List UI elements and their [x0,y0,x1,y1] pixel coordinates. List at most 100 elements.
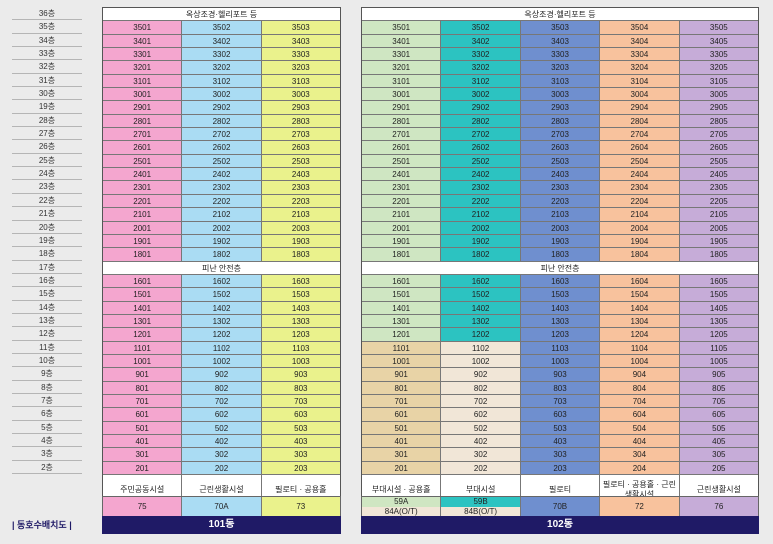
unit-cell: 2804 [600,114,680,129]
unit-cell: 301 [362,448,442,462]
unit-cell: 3302 [182,48,262,62]
unit-cell: 503 [520,421,601,435]
unit-cell: 3504 [600,21,680,35]
unit-cell: 2001 [362,221,442,235]
unit-cell: 2005 [679,221,759,235]
unit-cell: 1201 [103,328,183,342]
unit-cell: 1802 [441,248,521,262]
unit-cell: 1905 [679,234,759,249]
unit-cell: 1005 [679,354,759,369]
unit-cell: 3102 [441,74,521,89]
unit-cell: 2702 [182,128,262,142]
floor-label: 10층 [12,354,82,368]
unit-cell: 1502 [441,288,521,302]
unit-cell: 3303 [520,48,601,62]
unit-cell: 1801 [103,248,183,262]
unit-cell: 205 [679,461,759,476]
unit-cell: 1303 [261,314,340,329]
unit-cell: 2201 [103,194,183,209]
unit-cell: 3101 [362,74,442,89]
unit-cell: 2102 [182,208,262,222]
unit-cell: 3402 [441,34,521,49]
floor-label: 36층 [12,7,82,21]
unit-cell: 403 [261,435,340,449]
floor-label: 35층 [12,20,82,34]
unit-cell: 1002 [441,354,521,369]
unit-cell: 1402 [182,301,262,315]
unit-cell: 3501 [103,21,183,35]
unit-cell: 601 [362,408,442,422]
unit-cell: 704 [600,394,680,409]
unit-cell: 2602 [441,141,521,155]
unit-cell: 902 [182,368,262,382]
floor-label: 4층 [12,434,82,448]
unit-cell: 3103 [261,74,340,89]
unit-cell: 405 [679,435,759,449]
unit-cell: 2501 [103,154,183,169]
unit-cell: 1102 [441,341,521,355]
unit-cell: 2803 [261,114,340,129]
unit-cell: 2001 [103,221,183,235]
unit-cell: 3502 [441,21,521,35]
unit-cell: 3203 [520,61,601,75]
building-102-unit-types: 59A 84A(O/T) 59B 84B(O/T) 70B 72 76 [361,496,759,517]
unit-cell: 2602 [182,141,262,155]
unit-cell: 2604 [600,141,680,155]
unit-cell: 302 [441,448,521,462]
floor-label: 18층 [12,247,82,261]
unit-type-cell: 75 [103,497,183,516]
unit-cell: 3005 [679,88,759,102]
unit-cell: 2003 [261,221,340,235]
unit-cell: 2702 [441,128,521,142]
unit-cell: 2204 [600,194,680,209]
unit-cell: 1202 [441,328,521,342]
unit-cell: 2303 [261,181,340,195]
unit-cell: 602 [441,408,521,422]
unit-cell: 1001 [103,354,183,369]
unit-cell: 2705 [679,128,759,142]
unit-cell: 201 [362,461,442,476]
unit-cell: 2601 [362,141,442,155]
unit-cell: 2004 [600,221,680,235]
unit-type-upper: 59B [441,497,520,507]
unit-cell: 3205 [679,61,759,75]
building-102-label: 102동 [361,516,759,534]
unit-cell: 401 [103,435,183,449]
unit-cell: 603 [261,408,340,422]
unit-cell: 305 [679,448,759,462]
unit-cell: 1003 [520,354,601,369]
unit-cell: 301 [103,448,183,462]
unit-type-cell: 59B 84B(O/T) [441,497,521,517]
unit-cell: 2704 [600,128,680,142]
unit-cell: 1103 [520,341,601,355]
unit-cell: 3203 [261,61,340,75]
unit-cell: 1401 [362,301,442,315]
unit-cell: 1603 [520,274,601,289]
unit-cell: 1101 [103,341,183,355]
unit-cell: 2003 [520,221,601,235]
unit-cell: 201 [103,461,183,476]
floor-label: 34층 [12,34,82,48]
floor-label: 7층 [12,394,82,408]
unit-cell: 602 [182,408,262,422]
unit-cell: 502 [441,421,521,435]
floor-label: 17층 [12,261,82,274]
unit-cell: 2105 [679,208,759,222]
floor-label: 31층 [12,74,82,88]
unit-cell: 1302 [182,314,262,329]
unit-cell: 3104 [600,74,680,89]
unit-cell: 1602 [182,274,262,289]
unit-cell: 1503 [520,288,601,302]
unit-cell: 2101 [362,208,442,222]
unit-cell: 1502 [182,288,262,302]
unit-cell: 2203 [520,194,601,209]
unit-cell: 505 [679,421,759,435]
unit-cell: 1003 [261,354,340,369]
unit-cell: 3403 [261,34,340,49]
unit-cell: 3301 [362,48,442,62]
floor-label: 14층 [12,301,82,314]
floor-label: 20층 [12,221,82,234]
floor-label: 15층 [12,287,82,301]
unit-cell: 303 [261,448,340,462]
unit-cell: 1603 [261,274,340,289]
